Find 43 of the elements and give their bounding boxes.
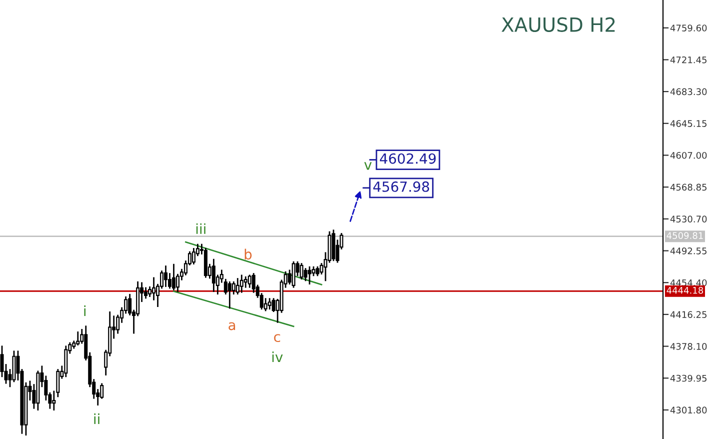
- annotation: iv: [272, 352, 283, 362]
- y-tick-label: 4721.45: [670, 56, 706, 64]
- annotation: 4567.98: [373, 181, 430, 192]
- y-tick-label: 4568.85: [670, 184, 706, 191]
- candlestick: [248, 274, 252, 288]
- y-tick-label: 4607.00: [670, 152, 707, 159]
- y-tick-label: 4492.55: [670, 247, 706, 254]
- annotation: 4602.49: [380, 153, 436, 164]
- annotation: a: [228, 322, 236, 330]
- y-tick-label: 4339.95: [670, 374, 706, 382]
- annotation: ii: [94, 413, 100, 424]
- y-tick-label: 4301.80: [670, 406, 707, 414]
- candlestick: [232, 281, 236, 294]
- y-tick-label: 4759.60: [670, 24, 707, 32]
- y-tick-label: 4378.10: [670, 343, 707, 350]
- annotation: i: [84, 305, 86, 316]
- text: XAUUSD H2: [502, 17, 615, 32]
- candlestick: [236, 278, 240, 294]
- candlestick: [304, 268, 308, 282]
- candlestick: [292, 261, 296, 288]
- candlestick: [164, 266, 168, 287]
- candlestick: [192, 248, 196, 264]
- candlestick: [64, 346, 68, 378]
- candlestick: [76, 331, 80, 346]
- annotation: iii: [196, 223, 206, 234]
- y-tick-label: 4416.25: [670, 311, 706, 318]
- candlestick: [268, 298, 272, 310]
- y-tick-label: 4683.30: [670, 88, 707, 96]
- candlestick: [240, 274, 244, 293]
- candlestick: [228, 281, 232, 309]
- annotation: v: [364, 162, 372, 170]
- candlestick: [300, 263, 304, 280]
- ref-line-label: 4444.18: [666, 286, 704, 294]
- y-tick-label: 4530.70: [670, 216, 707, 222]
- candlestick: [212, 258, 216, 292]
- annotation: b: [244, 248, 252, 260]
- candlestick: [272, 298, 276, 312]
- candlestick: [152, 277, 156, 300]
- candlestick: [172, 264, 176, 290]
- y-tick-label: 4645.15: [670, 120, 706, 127]
- annotation: c: [274, 334, 280, 342]
- ref-line-label: 4509.81: [666, 232, 703, 239]
- candlestick: [308, 266, 312, 284]
